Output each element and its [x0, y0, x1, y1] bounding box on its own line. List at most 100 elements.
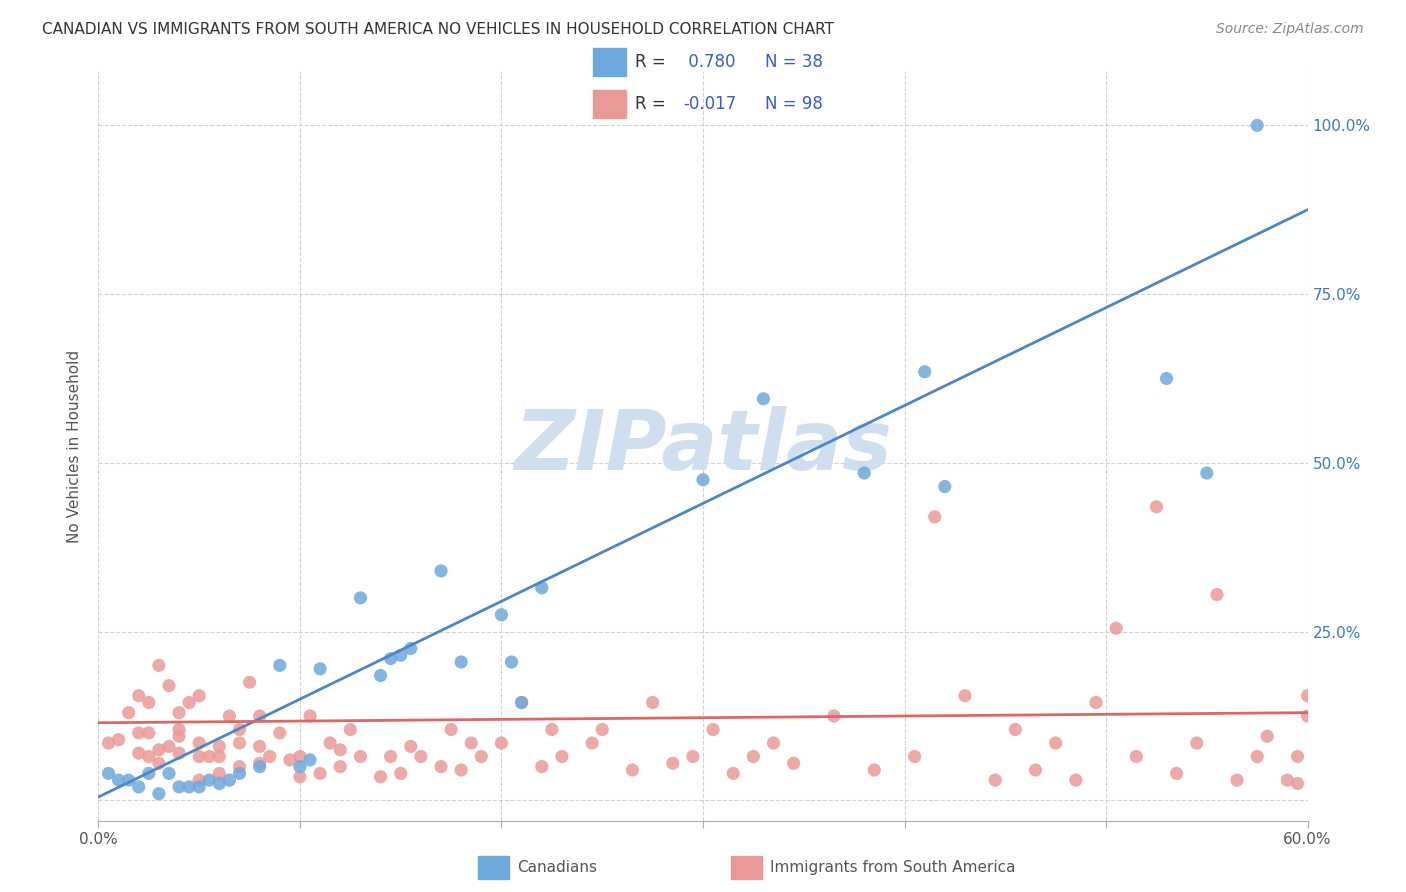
Point [188, 736, 211, 750]
Point [309, 662, 332, 676]
Point [269, 726, 291, 740]
Point [1226, 773, 1249, 788]
Point [167, 746, 190, 760]
Point [510, 696, 533, 710]
Point [299, 753, 322, 767]
Point [1286, 749, 1309, 764]
Point [179, 696, 201, 710]
Point [661, 756, 683, 771]
Point [138, 696, 160, 710]
Point [370, 770, 392, 784]
Point [1296, 689, 1319, 703]
Point [138, 749, 160, 764]
Point [551, 749, 574, 764]
Point [783, 756, 806, 771]
Point [249, 709, 271, 723]
Point [179, 780, 201, 794]
Point [249, 756, 271, 771]
Point [450, 655, 472, 669]
Point [389, 766, 412, 780]
Point [501, 655, 523, 669]
Point [198, 749, 221, 764]
Point [621, 763, 644, 777]
Point [1185, 736, 1208, 750]
Point [1125, 749, 1147, 764]
Point [167, 723, 190, 737]
Bar [592, 90, 626, 118]
Point [198, 773, 221, 788]
Point [1166, 766, 1188, 780]
Point [641, 696, 664, 710]
Point [530, 581, 553, 595]
Point [208, 776, 231, 790]
Point [218, 709, 240, 723]
Point [1195, 466, 1218, 480]
Point [269, 658, 291, 673]
Point [309, 766, 332, 780]
Point [349, 591, 371, 605]
Point [97, 736, 120, 750]
Point [1085, 696, 1108, 710]
Point [1025, 763, 1047, 777]
Point [188, 780, 211, 794]
Point [752, 392, 775, 406]
Point [319, 736, 342, 750]
Point [1246, 749, 1268, 764]
Point [762, 736, 785, 750]
Point [288, 749, 311, 764]
Point [128, 689, 150, 703]
Point [188, 689, 211, 703]
Point [702, 723, 724, 737]
Point [692, 473, 714, 487]
Point [370, 668, 392, 682]
Point [157, 739, 180, 754]
Point [148, 743, 170, 757]
Point [1105, 621, 1128, 635]
Point [118, 706, 141, 720]
Text: Canadians: Canadians [517, 861, 598, 875]
Point [208, 766, 231, 780]
Point [128, 746, 150, 760]
Point [148, 658, 170, 673]
Point [228, 723, 250, 737]
Point [329, 743, 352, 757]
Point [1064, 773, 1087, 788]
Point [470, 749, 492, 764]
Point [934, 479, 956, 493]
Point [853, 466, 876, 480]
Point [97, 766, 120, 780]
Point [1277, 773, 1299, 788]
Point [1246, 119, 1268, 133]
Point [430, 564, 453, 578]
Point [540, 723, 562, 737]
Point [1156, 371, 1178, 385]
Bar [592, 48, 626, 76]
Text: ZIPatlas: ZIPatlas [515, 406, 891, 486]
Point [1296, 709, 1319, 723]
Point [591, 723, 613, 737]
Text: -0.017: -0.017 [683, 95, 737, 113]
Point [118, 773, 141, 788]
Point [723, 766, 745, 780]
Point [863, 763, 886, 777]
Text: Immigrants from South America: Immigrants from South America [770, 861, 1017, 875]
Point [953, 689, 976, 703]
Point [278, 753, 301, 767]
Point [1146, 500, 1168, 514]
Point [409, 749, 432, 764]
Point [450, 763, 472, 777]
Point [208, 739, 231, 754]
Point [167, 706, 190, 720]
Point [491, 607, 513, 622]
Point [1286, 776, 1309, 790]
Point [339, 723, 361, 737]
Point [107, 732, 129, 747]
Point [430, 759, 453, 773]
Point [239, 675, 262, 690]
Point [259, 749, 281, 764]
Point [380, 749, 402, 764]
Point [299, 709, 322, 723]
Point [924, 509, 946, 524]
Point [1004, 723, 1026, 737]
Point [138, 726, 160, 740]
